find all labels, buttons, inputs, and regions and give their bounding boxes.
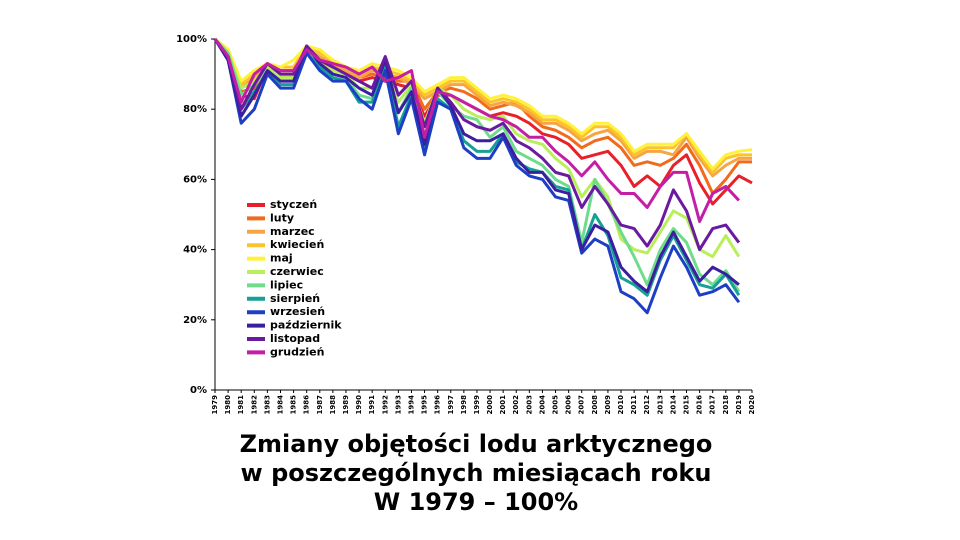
x-tick-label: 1997	[447, 395, 455, 415]
x-tick-label: 2001	[499, 395, 507, 415]
x-tick-label: 1993	[394, 395, 402, 415]
y-tick-label: 0%	[190, 385, 207, 396]
x-tick-label: 1989	[342, 395, 350, 415]
y-tick-label: 40%	[183, 245, 207, 256]
x-tick-label: 1998	[460, 395, 468, 415]
legend-label: lipiec	[270, 278, 303, 291]
legend-label: wrzesień	[270, 305, 325, 318]
x-tick-label: 1991	[368, 395, 376, 415]
y-tick-label: 60%	[183, 174, 207, 185]
x-tick-label: 1995	[421, 395, 429, 415]
x-tick-label: 1986	[303, 395, 311, 415]
legend-label: kwiecień	[270, 238, 324, 251]
x-tick-label: 2010	[617, 395, 625, 415]
legend-label: sierpień	[270, 292, 320, 305]
x-tick-label: 1994	[407, 395, 415, 415]
legend-label: listopad	[270, 332, 320, 345]
x-tick-label: 1999	[473, 395, 481, 415]
legend-label: marzec	[270, 225, 315, 238]
x-tick-label: 1992	[381, 395, 389, 415]
x-tick-label: 1990	[355, 395, 363, 415]
x-tick-label: 2019	[735, 395, 743, 415]
x-tick-label: 2006	[565, 395, 573, 415]
y-tick-label: 80%	[183, 104, 207, 115]
chart-title: W 1979 – 100%	[374, 488, 578, 516]
x-tick-label: 2008	[591, 395, 599, 415]
x-tick-label: 2018	[722, 395, 730, 415]
x-tick-label: 1984	[276, 395, 284, 415]
legend-label: luty	[270, 211, 294, 224]
y-tick-label: 20%	[183, 315, 207, 326]
chart-title: w poszczególnych miesiącach roku	[241, 459, 712, 487]
x-tick-label: 2009	[604, 395, 612, 415]
x-tick-label: 2020	[748, 395, 756, 415]
x-tick-label: 1979	[211, 395, 219, 415]
x-tick-label: 2000	[486, 395, 494, 415]
x-tick-label: 1981	[237, 395, 245, 415]
x-tick-label: 2004	[538, 395, 546, 415]
x-tick-label: 2007	[578, 395, 586, 415]
x-tick-label: 2015	[683, 395, 691, 415]
legend-label: styczeń	[270, 198, 317, 211]
line	[213, 38, 741, 315]
x-tick-label: 2016	[696, 395, 704, 415]
x-tick-label: 2012	[643, 395, 651, 415]
legend-label: maj	[270, 252, 293, 265]
legend-label: czerwiec	[270, 265, 324, 278]
legend-label: grudzień	[270, 345, 324, 358]
x-tick-label: 2014	[669, 395, 677, 415]
x-tick-label: 2003	[525, 395, 533, 415]
x-tick-label: 2011	[630, 395, 638, 415]
x-tick-label: 1985	[290, 395, 298, 415]
x-tick-label: 1980	[224, 395, 232, 415]
legend-label: październik	[270, 319, 342, 332]
chart-title: Zmiany objętości lodu arktycznego	[240, 430, 713, 458]
x-tick-label: 1982	[250, 395, 258, 415]
x-tick-label: 1996	[434, 395, 442, 415]
x-tick-label: 1988	[329, 395, 337, 415]
x-tick-label: 1987	[316, 395, 324, 415]
x-tick-label: 2013	[656, 395, 664, 415]
x-tick-label: 2017	[709, 395, 717, 415]
y-tick-label: 100%	[176, 34, 207, 45]
x-tick-label: 1983	[263, 395, 271, 415]
x-tick-label: 2002	[512, 395, 520, 415]
x-tick-label: 2005	[552, 395, 560, 415]
line	[213, 38, 740, 224]
